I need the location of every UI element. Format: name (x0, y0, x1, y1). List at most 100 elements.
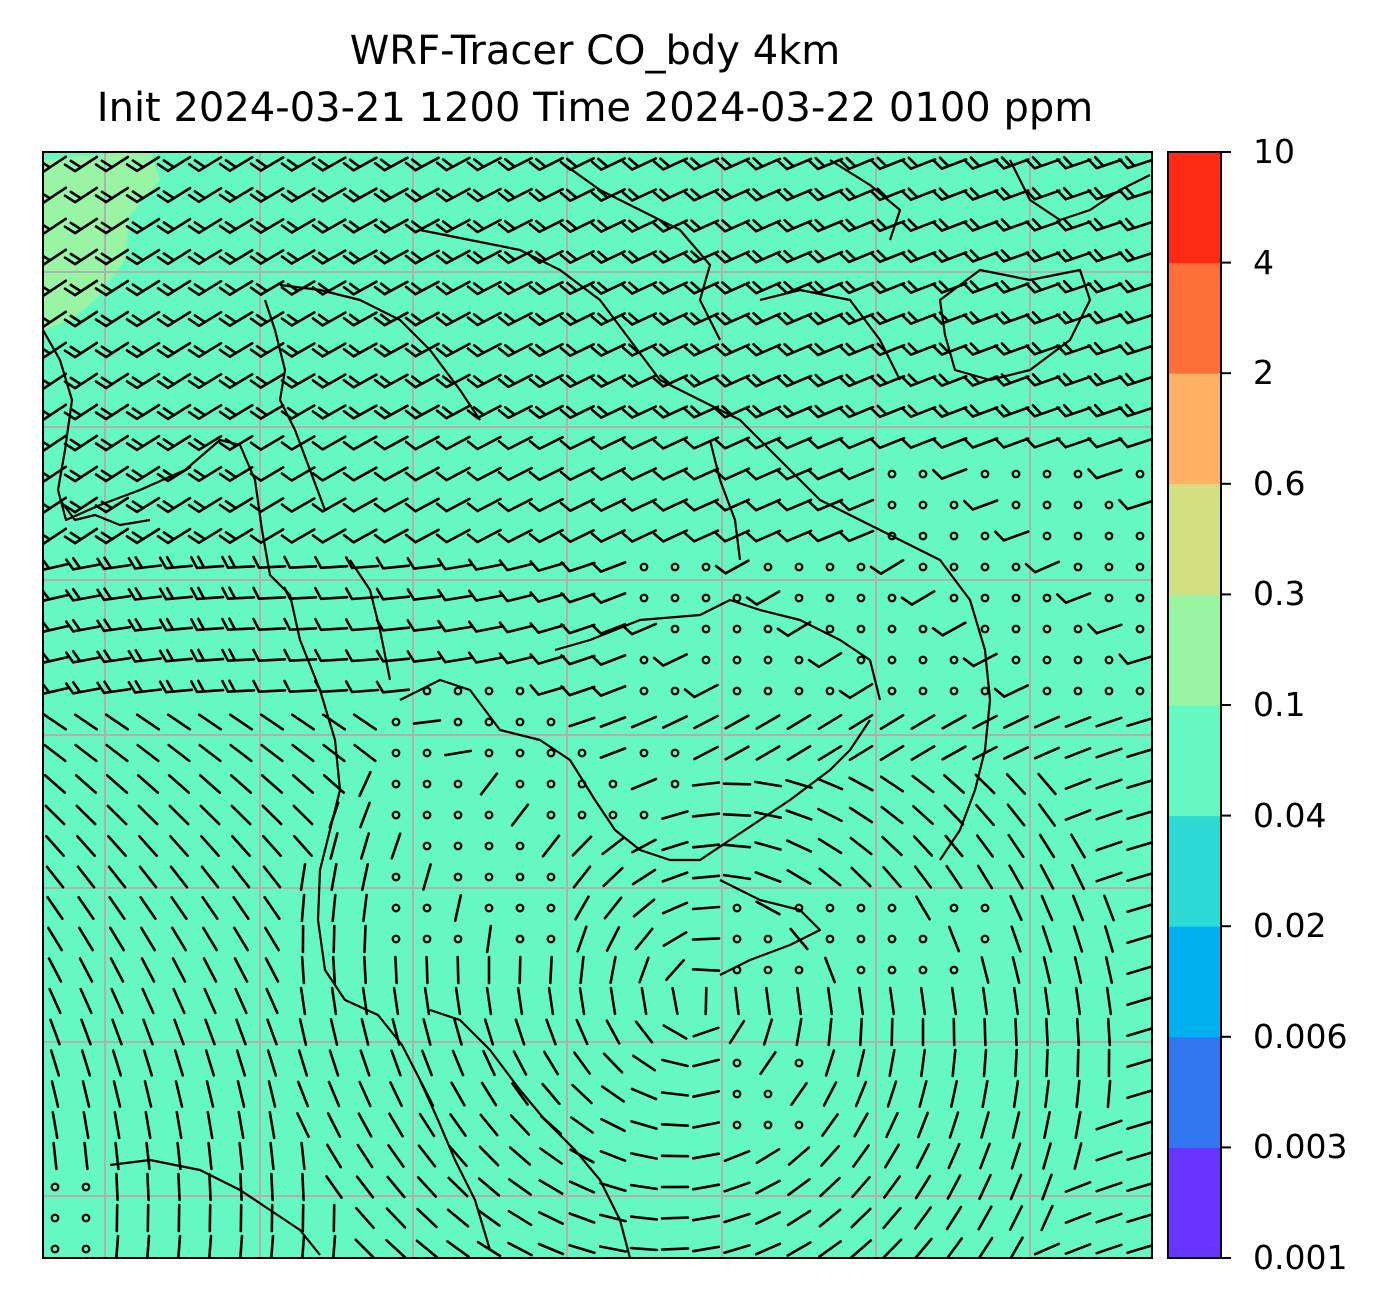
wind-barb (326, 1112, 342, 1138)
wind-barb (1118, 279, 1152, 294)
wind-barb (158, 648, 194, 663)
calm-wind-marker (577, 748, 587, 758)
wind-barb (342, 528, 378, 544)
wind-barb (311, 249, 347, 265)
calm-wind-marker (639, 655, 649, 665)
wind-barb (943, 804, 965, 826)
calm-wind-marker (484, 841, 494, 851)
calm-wind-marker (918, 934, 928, 944)
wind-barb (590, 188, 626, 202)
wind-barb (49, 1018, 61, 1046)
wind-barb (745, 405, 782, 419)
wind-barb (326, 1143, 342, 1169)
calm-wind-marker (453, 686, 463, 696)
wind-barb (638, 956, 650, 984)
calm-wind-marker (484, 810, 494, 820)
wind-barb (358, 1080, 372, 1108)
calm-wind-marker (980, 624, 990, 634)
wind-barb (94, 372, 130, 390)
calm-wind-marker (1042, 624, 1052, 634)
calm-wind-marker (577, 810, 587, 820)
wind-barb (200, 865, 220, 889)
wind-barb (932, 373, 968, 387)
wind-barb (1118, 653, 1152, 665)
wind-barb (914, 1174, 932, 1200)
wind-barb (94, 434, 130, 452)
wind-barb (722, 843, 752, 849)
wind-barb (314, 617, 349, 632)
calm-wind-marker (980, 531, 990, 541)
wind-barb (994, 342, 1030, 356)
calm-wind-marker (856, 624, 866, 634)
wind-barb (176, 1141, 182, 1171)
calm-wind-marker (422, 686, 432, 696)
wind-barb (314, 679, 349, 694)
wind-barb (728, 1019, 746, 1045)
wind-barb (404, 373, 440, 389)
wind-barb (723, 1244, 751, 1254)
calm-wind-marker (918, 531, 928, 541)
calm-wind-marker (1042, 686, 1052, 696)
wind-barb (621, 405, 658, 419)
wind-barb (373, 218, 409, 234)
wind-barb (807, 651, 843, 669)
wind-barb (745, 250, 782, 264)
wind-barb (630, 1120, 658, 1130)
wind-barb (140, 926, 156, 952)
wind-barb (167, 743, 191, 763)
wind-barb (807, 280, 844, 295)
calm-wind-marker (1011, 593, 1021, 603)
wind-barb (291, 743, 315, 763)
wind-barb (228, 713, 254, 731)
wind-barb (497, 218, 533, 234)
wind-barb (156, 155, 192, 173)
wind-barb (1074, 1110, 1082, 1140)
wind-barb (63, 186, 99, 204)
calm-wind-marker (546, 779, 556, 789)
colorbar-tick-label: 0.003 (1253, 1127, 1348, 1167)
wind-barb (1104, 956, 1114, 984)
wind-barb (931, 621, 967, 637)
wind-barb (300, 893, 306, 923)
wind-barb (344, 649, 380, 663)
wind-barb (541, 834, 561, 858)
wind-barb (187, 496, 223, 514)
wind-barb (104, 713, 130, 731)
wind-barb (375, 556, 411, 570)
wind-barb (404, 249, 440, 265)
wind-barb (221, 617, 256, 631)
wind-barb (915, 1143, 931, 1169)
wind-barb (714, 157, 751, 171)
wind-barb (435, 218, 471, 234)
wind-barb (109, 957, 125, 983)
wind-barb (994, 187, 1030, 201)
wind-barb (745, 529, 782, 543)
colorbar-bin (1168, 373, 1221, 485)
wind-barb (759, 1051, 777, 1075)
wind-barb (560, 623, 596, 635)
wind-barb (467, 589, 503, 602)
wind-barb (560, 685, 596, 697)
calm-wind-marker (794, 686, 804, 696)
wind-barb (980, 956, 990, 984)
wind-barb (1045, 1048, 1049, 1078)
wind-barb (229, 774, 253, 794)
wind-barb (296, 1080, 310, 1108)
wind-barb (1075, 1017, 1081, 1047)
wind-barb (197, 713, 223, 731)
wind-barb (1087, 403, 1123, 418)
wind-barb (540, 1115, 562, 1135)
wind-barb (1126, 779, 1152, 789)
calm-wind-marker (1042, 655, 1052, 665)
wind-barb (1037, 772, 1057, 796)
wind-barb (497, 311, 533, 327)
wind-barb (963, 156, 999, 170)
wind-barb (280, 497, 316, 513)
wind-barb (106, 804, 128, 826)
wind-barb (945, 1237, 963, 1258)
wind-barb (683, 405, 720, 419)
wind-barb (901, 437, 937, 449)
wind-barb (1064, 1243, 1092, 1255)
calm-wind-marker (763, 686, 773, 696)
wind-barb (127, 587, 163, 601)
